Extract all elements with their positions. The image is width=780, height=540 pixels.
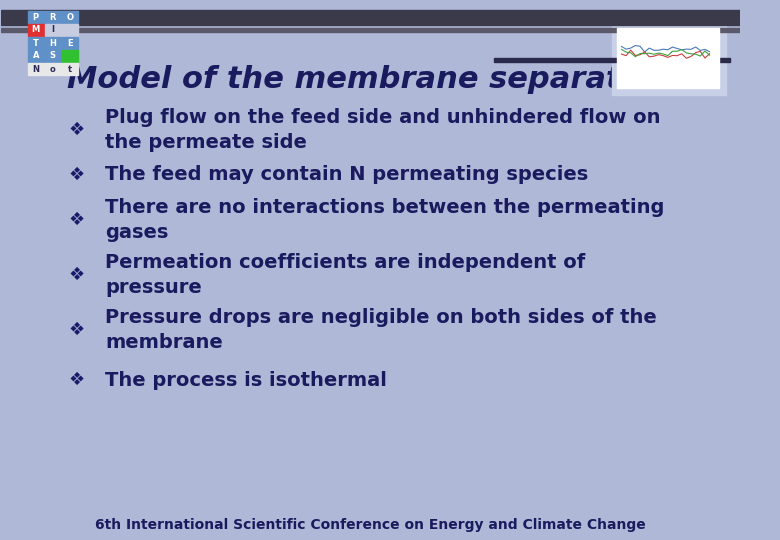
Text: S: S [50,51,56,60]
Bar [44,24,61,36]
Bar [62,50,78,62]
Text: The process is isothermal: The process is isothermal [105,370,387,389]
Bar [2,10,740,25]
Text: The feed may contain N permeating species: The feed may contain N permeating specie… [105,165,589,185]
Bar [62,63,78,75]
Text: There are no interactions between the permeating
gases: There are no interactions between the pe… [105,198,665,242]
Text: ❖: ❖ [69,211,85,229]
Bar [44,50,61,62]
Text: N: N [32,64,39,73]
Bar [62,11,78,23]
Text: ❖: ❖ [69,321,85,339]
Bar [62,37,78,49]
Text: Pressure drops are negligible on both sides of the
membrane: Pressure drops are negligible on both si… [105,308,657,352]
Text: t: t [68,64,72,73]
Bar [28,63,44,75]
Bar [62,24,78,36]
Text: Plug flow on the feed side and unhindered flow on
the permeate side: Plug flow on the feed side and unhindere… [105,108,661,152]
Bar [44,11,61,23]
Text: O: O [66,12,73,22]
Text: M: M [32,25,40,35]
Text: T: T [33,38,39,48]
Bar [44,37,61,49]
Text: R: R [50,12,56,22]
Text: Permeation coefficients are independent of
pressure: Permeation coefficients are independent … [105,253,586,297]
Text: ❖: ❖ [69,371,85,389]
Text: ❖: ❖ [69,166,85,184]
Text: P: P [33,12,39,22]
Text: o: o [50,64,55,73]
Text: 6th International Scientific Conference on Energy and Climate Change: 6th International Scientific Conference … [95,518,646,532]
Bar [28,24,44,36]
Text: Model of the membrane separation: Model of the membrane separation [67,65,674,94]
Bar [28,37,44,49]
Bar [2,28,740,32]
Bar [44,63,61,75]
Bar [617,28,719,88]
Text: ❖: ❖ [69,266,85,284]
Text: E: E [67,38,73,48]
Bar [612,25,725,95]
Bar [494,58,730,62]
Text: H: H [49,38,56,48]
Text: A: A [33,51,39,60]
Bar [28,50,44,62]
Text: I: I [51,25,55,35]
Bar [28,11,44,23]
Text: ❖: ❖ [69,121,85,139]
